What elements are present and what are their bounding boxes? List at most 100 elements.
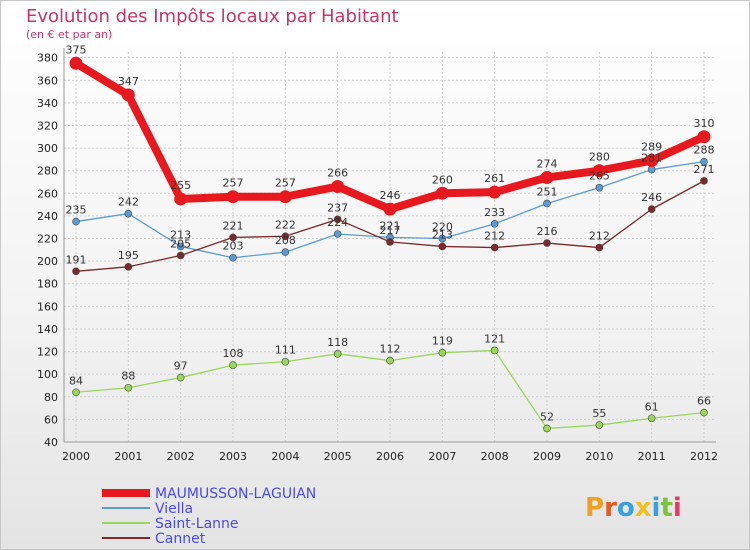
y-tick-label-40: 40 (44, 436, 58, 449)
point-maumusson-laguian-2008 (488, 185, 502, 199)
data-label-cannet-2000: 191 (66, 253, 87, 266)
y-tick-label-320: 320 (37, 119, 58, 132)
point-viella-2004 (281, 248, 290, 256)
y-tick-label-140: 140 (37, 323, 58, 336)
data-label-viella-2000: 235 (66, 204, 87, 217)
data-label-cannet-2005: 237 (327, 201, 348, 214)
y-tick-label-300: 300 (37, 142, 58, 155)
point-saint-lanne-2006 (386, 356, 394, 365)
axes: 40 60 80 100 120 140 160 180 200 220 240 260 280 300 3… (37, 48, 718, 463)
data-label-cannet-2006: 217 (380, 224, 401, 237)
y-tick-label-60: 60 (44, 413, 58, 426)
data-label-saint-lanne-2006: 112 (380, 343, 401, 356)
point-cannet-2007 (438, 242, 447, 251)
data-label-cannet-2002: 205 (170, 237, 191, 250)
series-saint-lanne (72, 346, 708, 433)
brand-letter: i (652, 493, 661, 523)
data-label-maumusson-laguian-2012: 310 (694, 117, 715, 130)
series-cannet (72, 177, 708, 276)
point-cannet-2000 (72, 267, 80, 276)
point-saint-lanne-2002 (176, 373, 185, 382)
point-saint-lanne-2001 (124, 383, 133, 392)
data-label-viella-2006: 221 (380, 219, 401, 232)
brand-letter: r (604, 493, 617, 523)
point-viella-2000 (72, 217, 80, 226)
x-tick-label-2002: 2002 (167, 450, 195, 463)
y-tick-label-80: 80 (44, 391, 58, 404)
data-label-cannet-2001: 195 (118, 249, 139, 262)
data-label-cannet-2003: 221 (223, 219, 244, 232)
point-cannet-2004 (281, 232, 290, 241)
y-tick-label-120: 120 (37, 346, 58, 359)
point-cannet-2008 (490, 243, 499, 252)
point-viella-2010 (595, 183, 604, 192)
y-tick-label-220: 220 (37, 233, 58, 246)
point-maumusson-laguian-2002 (174, 192, 188, 206)
legend-label-saint-lanne: Saint-Lanne (155, 516, 239, 532)
legend-label-cannet: Cannet (155, 531, 206, 547)
data-label-viella-2001: 242 (118, 196, 139, 209)
chart-title: Evolution des Impôts locaux par Habitant (26, 6, 399, 27)
point-cannet-2005 (333, 215, 342, 224)
data-label-cannet-2011: 246 (641, 191, 662, 204)
y-tick-label-180: 180 (37, 278, 58, 291)
data-label-saint-lanne-2012: 66 (697, 395, 711, 408)
y-tick-label-340: 340 (37, 97, 58, 110)
point-viella-2003 (229, 253, 237, 262)
data-label-saint-lanne-2001: 88 (121, 370, 135, 383)
point-cannet-2009 (543, 239, 551, 247)
data-label-viella-2010: 265 (589, 170, 610, 183)
proxiti-logo: Proxiti (585, 493, 682, 523)
data-label-maumusson-laguian-2003: 257 (223, 177, 244, 190)
data-label-viella-2009: 251 (537, 185, 558, 198)
x-tick-label-2006: 2006 (376, 450, 404, 463)
data-label-viella-2002: 213 (170, 228, 191, 241)
brand-letter: o (617, 493, 635, 523)
data-label-maumusson-laguian-2009: 274 (537, 157, 558, 170)
y-tick-label-380: 380 (37, 52, 58, 65)
point-cannet-2001 (124, 262, 133, 271)
point-saint-lanne-2000 (72, 388, 80, 397)
point-viella-2002 (176, 242, 185, 251)
y-tick-label-260: 260 (37, 187, 58, 200)
point-maumusson-laguian-2000 (69, 56, 83, 70)
x-tick-label-2005: 2005 (324, 450, 352, 463)
data-label-saint-lanne-2000: 84 (69, 374, 83, 387)
x-tick-label-2007: 2007 (428, 450, 456, 463)
data-label-maumusson-laguian-2000: 375 (66, 43, 87, 56)
grid-lines (64, 52, 716, 443)
point-maumusson-laguian-2009 (540, 170, 554, 184)
point-maumusson-laguian-2007 (435, 186, 449, 200)
point-saint-lanne-2009 (543, 424, 551, 433)
point-maumusson-laguian-2004 (278, 190, 292, 204)
y-tick-label-360: 360 (37, 74, 58, 87)
point-saint-lanne-2005 (333, 350, 342, 358)
data-label-saint-lanne-2003: 108 (223, 347, 244, 360)
x-tick-label-2009: 2009 (533, 450, 561, 463)
data-label-saint-lanne-2009: 52 (540, 410, 554, 423)
y-tick-label-160: 160 (37, 300, 58, 313)
data-label-saint-lanne-2007: 119 (432, 335, 453, 348)
point-viella-2012 (700, 157, 708, 166)
data-label-saint-lanne-2011: 61 (645, 400, 659, 413)
data-label-viella-2007: 220 (432, 221, 453, 234)
point-viella-2007 (438, 234, 447, 243)
data-label-maumusson-laguian-2006: 246 (380, 189, 401, 202)
point-maumusson-laguian-2010 (592, 164, 606, 178)
data-label-viella-2012: 288 (694, 144, 715, 157)
legend-label-viella: Viella (155, 501, 193, 517)
data-label-maumusson-laguian-2007: 260 (432, 173, 453, 186)
point-cannet-2012 (700, 177, 708, 185)
point-cannet-2002 (176, 251, 185, 260)
series-layer (69, 56, 711, 433)
data-label-maumusson-laguian-2005: 266 (327, 167, 348, 180)
series-maumusson-laguian (69, 56, 711, 216)
point-saint-lanne-2007 (438, 348, 447, 357)
data-label-cannet-2008: 212 (484, 230, 505, 243)
x-tick-label-2003: 2003 (219, 450, 247, 463)
data-label-maumusson-laguian-2011: 289 (641, 141, 662, 154)
point-cannet-2003 (229, 233, 237, 242)
data-label-maumusson-laguian-2004: 257 (275, 177, 296, 190)
